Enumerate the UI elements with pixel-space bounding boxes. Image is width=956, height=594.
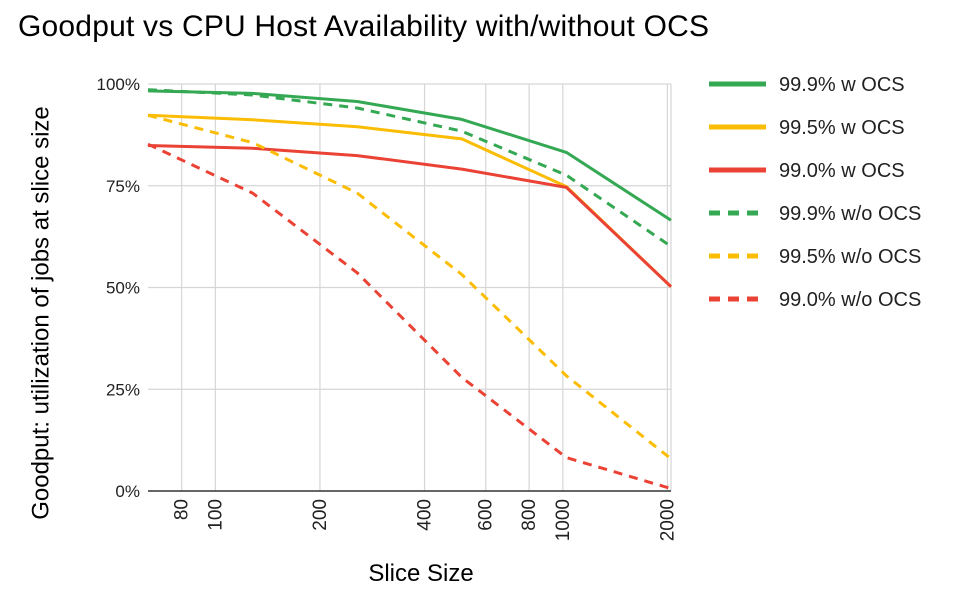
- series-line-4: [147, 113, 672, 460]
- legend: 99.9% w OCS 99.5% w OCS 99.0% w OCS 99.9% w…: [709, 74, 921, 311]
- legend-label: 99.0% w/o OCS: [779, 289, 921, 311]
- series-line-2: [147, 144, 673, 288]
- x-tick-label: 100: [205, 499, 226, 531]
- legend-label: 99.9% w OCS: [779, 74, 905, 96]
- grid: [148, 83, 672, 491]
- y-tick-label: 100%: [97, 75, 140, 94]
- legend-label: 99.5% w OCS: [779, 117, 905, 139]
- legend-item: 99.5% w/o OCS: [709, 246, 921, 268]
- legend-item: 99.0% w/o OCS: [709, 289, 921, 311]
- x-tick-label: 600: [476, 499, 497, 531]
- legend-label: 99.5% w/o OCS: [779, 246, 921, 268]
- y-tick-label: 50%: [106, 279, 140, 298]
- x-tick-label: 800: [519, 499, 540, 531]
- series-lines: [147, 88, 673, 491]
- x-tick-label: 400: [415, 499, 436, 531]
- series-line-0: [147, 89, 672, 222]
- chart-title: Goodput vs CPU Host Availability with/wi…: [18, 10, 710, 43]
- y-tick-label: 0%: [115, 482, 140, 501]
- x-axis-ticks: 80 100 200 400 600 800 1000 2000: [172, 499, 679, 541]
- series-line-1: [147, 113, 673, 288]
- legend-item: 99.9% w OCS: [709, 74, 905, 96]
- y-axis-ticks: 0% 25% 50% 75% 100%: [97, 75, 140, 501]
- x-axis-title: Slice Size: [368, 560, 473, 587]
- legend-item: 99.5% w OCS: [709, 117, 905, 139]
- y-tick-label: 25%: [106, 380, 140, 399]
- series-line-5: [147, 142, 672, 491]
- x-tick-label: 200: [310, 499, 331, 531]
- legend-label: 99.9% w/o OCS: [779, 203, 921, 225]
- legend-item: 99.9% w/o OCS: [709, 203, 921, 225]
- legend-label: 99.0% w OCS: [779, 160, 905, 182]
- y-axis-title: Goodput: utilization of jobs at slice si…: [27, 106, 54, 520]
- x-tick-label: 2000: [657, 499, 678, 541]
- series-line-3: [147, 88, 672, 248]
- x-tick-label: 1000: [553, 499, 574, 541]
- x-tick-label: 80: [172, 499, 193, 520]
- legend-item: 99.0% w OCS: [709, 160, 905, 182]
- y-tick-label: 75%: [106, 177, 140, 196]
